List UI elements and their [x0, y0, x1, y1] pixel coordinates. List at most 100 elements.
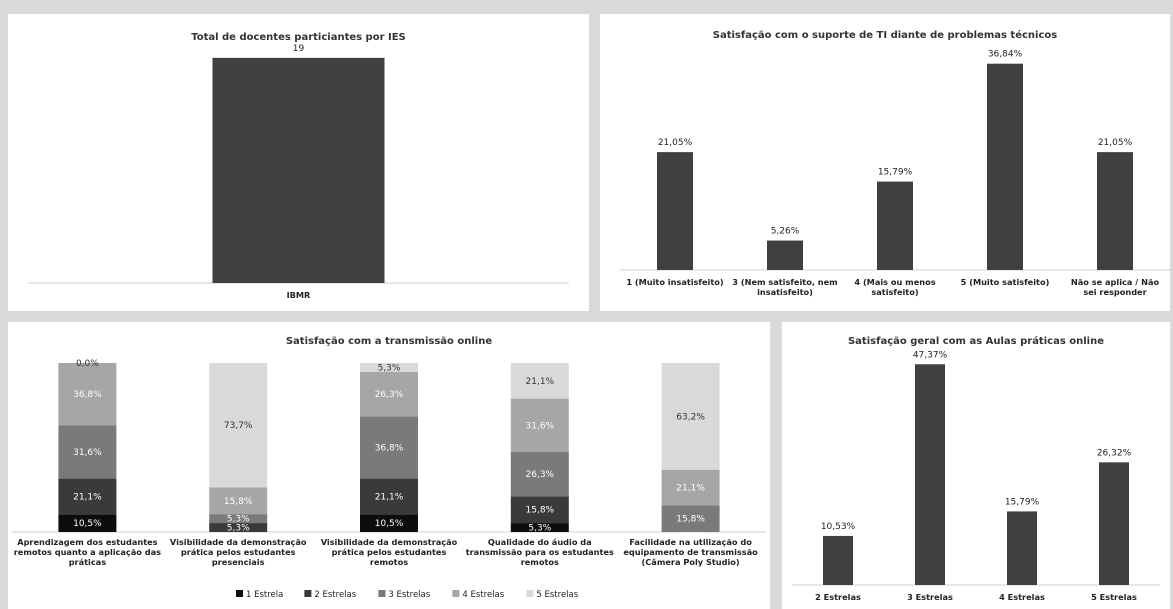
segment-label: 21,1% [73, 492, 102, 502]
legend-swatch [378, 590, 386, 597]
legend-swatch [452, 590, 460, 597]
segment-label: 26,3% [526, 470, 555, 480]
tick-label: 3 (Nem satisfeito, nem insatisfeito) [732, 277, 837, 297]
segment-label: 15,8% [526, 506, 555, 516]
legend-entry: 5 Estrelas [536, 590, 578, 600]
chart-panel-transmissao: Satisfação com a transmissão online 10,5%… [8, 322, 770, 609]
bar [987, 63, 1023, 270]
segment-label: 31,6% [526, 421, 555, 431]
legend-entry: 3 Estrelas [388, 590, 430, 600]
stack-segment [360, 478, 418, 515]
legend-swatch [236, 590, 243, 597]
bar [1099, 462, 1129, 585]
segment-label: 26,3% [375, 390, 404, 400]
data-label: 21,05% [658, 138, 693, 148]
segment-label: 73,7% [224, 421, 253, 431]
stack-segment [58, 478, 117, 515]
segment-label: 10,5% [73, 519, 102, 529]
tick-label: 5 Estrelas [1091, 592, 1137, 602]
segment-label: 36,8% [375, 444, 404, 454]
stack-segment [58, 425, 117, 479]
bar [657, 152, 693, 270]
data-label: 47,37% [913, 350, 948, 360]
bar [1007, 511, 1037, 585]
segment-label: 21,1% [375, 492, 404, 502]
bar [1097, 152, 1133, 270]
stack-segment [661, 469, 720, 506]
data-label: 10,53% [821, 522, 856, 532]
segment-label: 5,3% [227, 515, 250, 525]
data-label: 36,84% [988, 50, 1023, 60]
segment-label: 31,6% [73, 448, 102, 458]
chart-title: Total de docentes particiantes por IES [191, 32, 406, 43]
chart-panel-docentes: Total de docentes particiantes por IES 19… [8, 14, 589, 311]
bar [877, 181, 913, 270]
tick-label: Qualidade do áudio da transmissão para os… [466, 537, 614, 567]
stack-segment [661, 363, 720, 470]
segment-label: 5,3% [227, 524, 250, 534]
stack-segment [209, 363, 268, 488]
stack-segment [58, 514, 117, 532]
segment-label: 15,8% [676, 515, 705, 525]
segment-label: 15,8% [224, 497, 253, 507]
bar [915, 364, 945, 585]
segment-label: 5,3% [378, 363, 401, 373]
segment-label: 0,0% [679, 528, 702, 538]
legend-swatch [304, 590, 312, 597]
chart-suporte-ti: Satisfação com o suporte de TI diante de… [620, 29, 1170, 297]
data-label: 5,26% [771, 227, 800, 237]
tick-label: Visibilidade da demonstração prática pelo… [170, 537, 307, 567]
data-label: 21,05% [1098, 138, 1133, 148]
chart-docentes: Total de docentes particiantes por IES19… [28, 32, 569, 300]
tick-label: 1 (Muito insatisfeito) [626, 277, 724, 287]
chart-satisfacao-geral: Satisfação geral com as Aulas práticas o… [792, 335, 1160, 602]
segment-label: 36,8% [73, 390, 102, 400]
legend-entry: 1 Estrela [246, 590, 283, 600]
stack-segment [360, 514, 418, 532]
data-label: 15,79% [1005, 497, 1040, 507]
chart-transmissao: Satisfação com a transmissão online 10,5%… [12, 336, 766, 600]
stack-segment [510, 398, 569, 452]
segment-label: 63,2% [676, 412, 705, 422]
tick-label: IBMR [287, 290, 311, 300]
tick-label: Aprendizagem dos estudantes remotos quant… [14, 537, 161, 567]
tick-label: Não se aplica / Não sei responder [1071, 277, 1160, 297]
chart-panel-satisfacao-geral: Satisfação geral com as Aulas práticas o… [782, 322, 1170, 609]
tick-label: Facilidade na utilização do equipamento d… [623, 537, 758, 567]
segment-label: 0,0% [76, 359, 99, 369]
chart-title: Satisfação com o suporte de TI diante de… [713, 29, 1057, 41]
stack-segment [510, 496, 569, 524]
data-label: 15,79% [878, 168, 913, 178]
segment-label: 21,1% [676, 484, 705, 494]
data-label: 26,32% [1097, 448, 1132, 458]
tick-label: 2 Estrelas [815, 592, 861, 602]
tick-label: 4 (Mais ou menos satisfeito) [854, 277, 935, 297]
tick-label: 4 Estrelas [999, 592, 1045, 602]
chart-title: Satisfação com a transmissão online [286, 336, 493, 347]
bar [767, 240, 803, 270]
stack-segment [360, 416, 418, 479]
chart-title: Satisfação geral com as Aulas práticas o… [848, 335, 1104, 347]
stack-segment [360, 363, 418, 372]
stack-segment [209, 487, 268, 515]
segment-label: 10,5% [375, 519, 404, 529]
stack-segment [209, 523, 268, 532]
tick-label: 5 (Muito satisfeito) [961, 277, 1050, 287]
legend-entry: 2 Estrelas [314, 590, 356, 600]
segment-label: 21,1% [526, 377, 555, 387]
chart-panel-suporte-ti: Satisfação com o suporte de TI diante de… [600, 14, 1170, 311]
bar [823, 535, 853, 585]
bar [212, 57, 385, 283]
stack-segment [661, 505, 720, 532]
tick-label: 3 Estrelas [907, 592, 953, 602]
stack-segment [209, 514, 268, 524]
legend-swatch [526, 590, 534, 597]
data-label: 19 [293, 44, 305, 54]
stack-segment [58, 363, 117, 426]
legend-entry: 4 Estrelas [462, 590, 504, 600]
segment-label: 5,3% [528, 524, 551, 534]
stack-segment [510, 523, 569, 532]
tick-label: Visibilidade da demonstração prática pelo… [321, 537, 458, 567]
stack-segment [510, 451, 569, 497]
stack-segment [360, 371, 418, 417]
